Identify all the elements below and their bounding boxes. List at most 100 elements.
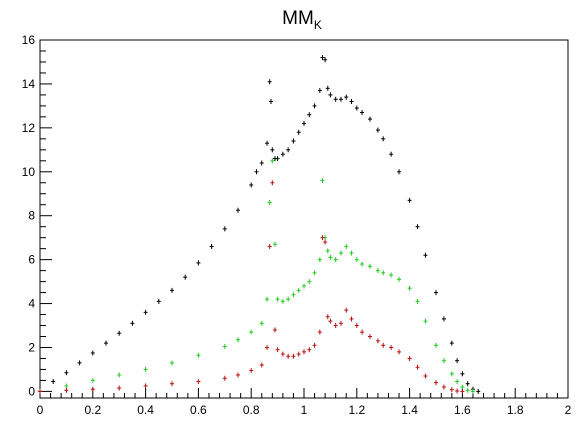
data-point: [349, 316, 354, 322]
data-point: [354, 105, 359, 111]
axes: 0 0.2 0.4 0.6 0.8 1 1.2 1.4 1.6 1.8 2 0 2 4 6 8 10 12 14 16: [22, 33, 572, 417]
data-point: [265, 344, 270, 350]
data-point: [64, 370, 69, 376]
data-point: [307, 112, 312, 118]
y-tick-label: 0: [28, 384, 35, 398]
data-point: [323, 57, 328, 63]
data-point: [375, 127, 380, 133]
y-tick-label: 16: [22, 33, 36, 47]
data-point: [415, 298, 420, 304]
data-point: [423, 373, 428, 379]
data-point: [286, 353, 291, 359]
data-point: [38, 388, 42, 394]
data-point: [291, 353, 296, 359]
data-point: [236, 207, 240, 213]
data-point: [222, 343, 227, 349]
data-point: [236, 337, 240, 343]
data-point: [338, 96, 343, 102]
data-point: [349, 98, 354, 104]
data-point: [77, 360, 82, 366]
y-tick-label: 6: [28, 253, 35, 267]
data-point: [460, 384, 465, 390]
data-point: [375, 268, 380, 274]
data-point: [449, 371, 454, 377]
data-marks: [38, 55, 481, 394]
y-tick-label: 8: [28, 209, 35, 223]
data-point: [381, 342, 386, 348]
data-point: [333, 257, 338, 263]
data-point: [90, 377, 95, 383]
data-point: [354, 323, 359, 329]
x-tick-label: 0.4: [137, 403, 154, 417]
data-point: [470, 388, 475, 394]
data-point: [222, 375, 227, 381]
data-point: [117, 385, 122, 391]
data-point: [196, 260, 201, 266]
data-point: [338, 320, 343, 326]
y-tick-label: 14: [22, 77, 36, 91]
data-point: [117, 330, 122, 336]
data-point: [325, 314, 330, 320]
data-point: [434, 380, 438, 386]
data-point: [333, 96, 338, 102]
data-point: [338, 250, 343, 256]
data-point: [307, 279, 312, 285]
x-tick-label: 1.2: [348, 403, 365, 417]
data-point: [397, 349, 402, 355]
data-point: [389, 272, 394, 278]
data-point: [249, 368, 254, 374]
data-point: [104, 340, 108, 346]
data-point: [196, 379, 201, 385]
series-3: [38, 180, 465, 394]
data-point: [312, 103, 317, 109]
data-point: [296, 351, 301, 357]
data-point: [389, 344, 394, 350]
data-point: [170, 360, 174, 366]
data-point: [291, 292, 296, 298]
data-point: [64, 387, 69, 393]
data-point: [270, 158, 275, 164]
data-point: [455, 358, 460, 364]
data-point: [296, 287, 301, 293]
data-point: [317, 88, 322, 94]
data-point: [280, 298, 285, 304]
data-point: [476, 388, 481, 394]
data-point: [375, 338, 380, 344]
data-point: [302, 283, 306, 289]
data-point: [333, 323, 338, 329]
data-point: [117, 372, 122, 378]
data-point: [423, 318, 428, 324]
x-tick-label: 0.6: [190, 403, 207, 417]
data-point: [449, 387, 454, 393]
data-point: [270, 147, 275, 153]
data-point: [465, 381, 470, 387]
data-point: [434, 290, 438, 296]
data-point: [270, 180, 275, 186]
data-point: [344, 243, 349, 249]
data-point: [302, 120, 306, 126]
data-point: [415, 224, 420, 230]
data-point: [302, 349, 306, 355]
data-point: [455, 388, 460, 394]
data-point: [275, 347, 280, 353]
data-point: [325, 85, 330, 91]
data-point: [291, 138, 296, 144]
data-point: [312, 342, 317, 348]
x-tick-label: 1: [301, 403, 308, 417]
chart-title: MMK: [282, 8, 322, 32]
x-tick-label: 1.4: [401, 403, 418, 417]
data-point: [170, 381, 174, 387]
data-point: [280, 351, 285, 357]
data-point: [272, 327, 277, 333]
data-point: [286, 296, 291, 302]
y-tick-label: 4: [28, 297, 35, 311]
data-point: [296, 129, 301, 135]
data-point: [441, 316, 446, 322]
data-point: [51, 379, 56, 385]
data-point: [344, 307, 349, 313]
data-point: [317, 257, 322, 263]
data-point: [381, 136, 386, 142]
data-point: [90, 350, 95, 356]
y-tick-label: 10: [22, 165, 36, 179]
